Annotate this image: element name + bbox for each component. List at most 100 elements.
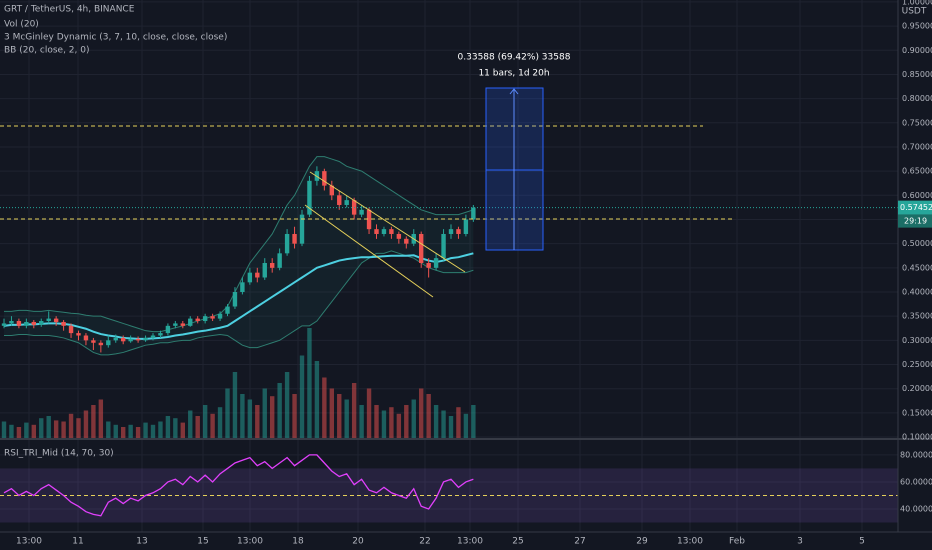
countdown: 29:19 xyxy=(904,217,927,226)
measure-text: 0.33588 (69.42%) 33588 xyxy=(458,53,571,63)
indicator: Vol (20) xyxy=(4,20,39,30)
channel-line xyxy=(309,171,466,273)
candle-body xyxy=(448,229,454,234)
candle-body xyxy=(381,229,387,234)
candle-body xyxy=(61,321,66,326)
candle-body xyxy=(16,321,22,326)
volume-bar xyxy=(448,416,454,438)
candle-body xyxy=(299,214,305,244)
volume-bar xyxy=(277,383,282,438)
candle-body xyxy=(202,316,208,322)
candle-body xyxy=(240,282,245,292)
candle-body xyxy=(106,340,111,346)
volume-bar xyxy=(307,328,312,438)
rsi-line xyxy=(3,454,474,517)
candle-body xyxy=(91,340,96,343)
candle-body xyxy=(46,318,51,322)
volume-bar xyxy=(471,405,476,438)
volume-bar xyxy=(210,413,215,438)
volume-bar xyxy=(419,388,424,438)
volume-bar xyxy=(351,383,357,438)
candle-body xyxy=(292,233,297,244)
channel-line xyxy=(304,204,434,298)
volume-bar xyxy=(158,421,163,438)
volume-bar xyxy=(202,405,208,438)
volume-bar xyxy=(225,388,230,438)
x-tick-label: 25 xyxy=(512,537,523,547)
candle-body xyxy=(225,306,230,314)
candle-body xyxy=(31,321,36,325)
candle-body xyxy=(188,318,193,326)
candle-body xyxy=(322,171,327,186)
volume-bar xyxy=(270,396,275,438)
plot xyxy=(0,156,898,523)
candle-body xyxy=(247,272,253,283)
volume-bar xyxy=(16,427,22,438)
x-tick-label: Feb xyxy=(729,537,745,547)
y-tick-label: 0.50000 xyxy=(902,239,932,248)
mcginley-line xyxy=(3,252,474,340)
volume-bar xyxy=(46,416,51,438)
candle-body xyxy=(165,325,171,334)
candle-body xyxy=(344,200,349,205)
candle-body xyxy=(329,185,334,196)
volume-bar xyxy=(411,399,416,438)
candle-body xyxy=(419,233,424,263)
candle-body xyxy=(173,323,178,326)
candle-body xyxy=(389,229,394,234)
y-tick-label: 0.90000 xyxy=(902,46,932,55)
bb-upper xyxy=(4,156,474,333)
x-tick-label: 13 xyxy=(136,537,147,547)
x-tick-label: 15 xyxy=(197,537,208,547)
x-tick-label: 20 xyxy=(352,537,364,547)
volume-bar xyxy=(314,361,320,438)
volume-bar xyxy=(106,421,111,438)
volume-bar xyxy=(9,424,14,438)
volume-bar xyxy=(337,394,342,438)
y-tick-label: 0.15000 xyxy=(902,408,932,417)
y-tick-label: 0.95000 xyxy=(902,22,932,31)
grid xyxy=(0,0,898,532)
volume-bar xyxy=(359,405,364,438)
volume-bar xyxy=(255,405,260,438)
volume-bar xyxy=(463,413,469,438)
candle-body xyxy=(374,229,379,234)
volume-bar xyxy=(53,420,59,438)
volume-bar xyxy=(381,410,387,438)
volume-bar xyxy=(1,421,7,438)
measure-bars: 11 bars, 1d 20h xyxy=(478,69,549,79)
volume-bar xyxy=(284,372,290,438)
countdown-box xyxy=(898,214,932,228)
volume-bar xyxy=(366,388,372,438)
candle-body xyxy=(98,342,104,346)
candle-body xyxy=(277,253,282,268)
x-tick-label: 13:00 xyxy=(237,537,263,547)
currency: USDT xyxy=(902,7,927,17)
y-tick-label: 60.00000 xyxy=(900,477,932,486)
indicator: 3 McGinley Dynamic (3, 7, 10, close, clo… xyxy=(4,33,227,43)
volume-bar xyxy=(404,405,409,438)
y-tick-label: 0.75000 xyxy=(902,118,932,127)
y-tick-label: 40.00000 xyxy=(900,505,932,514)
candle-body xyxy=(39,321,44,325)
y-tick-label: 0.80000 xyxy=(902,94,932,103)
candle-body xyxy=(426,262,431,268)
volume-bar xyxy=(68,413,74,438)
x-tick-label: 18 xyxy=(292,537,304,547)
volume-bar xyxy=(433,405,439,438)
volume-bar xyxy=(31,424,36,438)
volume-bar xyxy=(374,405,379,438)
candle-body xyxy=(76,333,81,336)
volume-bar xyxy=(292,394,297,438)
candle-body xyxy=(232,292,238,307)
volume-bar xyxy=(322,377,327,438)
volume-bar xyxy=(180,422,185,438)
volume-bar xyxy=(98,399,104,438)
candle-body xyxy=(471,207,476,220)
candle-body xyxy=(143,337,148,341)
x-tick-label: 3 xyxy=(797,537,803,547)
x-tick-label: 5 xyxy=(859,537,865,547)
candle-body xyxy=(359,209,364,215)
candle-body xyxy=(456,229,461,234)
candle-body xyxy=(433,258,439,268)
